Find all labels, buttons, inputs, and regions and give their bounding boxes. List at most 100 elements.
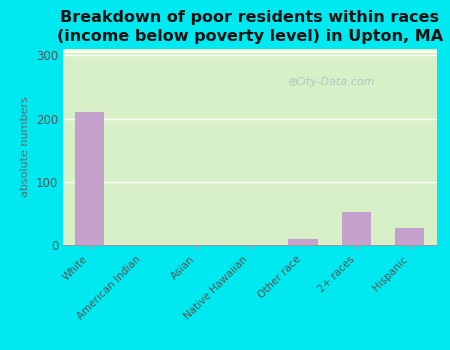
Bar: [63, 49, 436, 51]
Bar: [63, 50, 436, 52]
Bar: [63, 50, 436, 52]
Bar: [63, 50, 436, 52]
Bar: [63, 49, 436, 51]
Bar: [63, 50, 436, 52]
Bar: [288, 239, 318, 245]
Bar: [63, 49, 436, 51]
Bar: [63, 51, 436, 53]
Bar: [63, 49, 436, 51]
Bar: [63, 49, 436, 51]
Bar: [63, 50, 436, 52]
Bar: [63, 49, 436, 51]
Y-axis label: absolute numbers: absolute numbers: [20, 97, 30, 197]
Bar: [63, 50, 436, 52]
Bar: [63, 49, 436, 51]
Bar: [63, 51, 436, 52]
Bar: [63, 50, 436, 52]
Bar: [63, 51, 436, 53]
Bar: [63, 49, 436, 51]
Bar: [63, 51, 436, 53]
Bar: [63, 49, 436, 51]
Bar: [63, 50, 436, 52]
Bar: [63, 50, 436, 52]
Bar: [63, 50, 436, 52]
Bar: [63, 51, 436, 53]
Bar: [63, 50, 436, 52]
Bar: [63, 50, 436, 52]
Bar: [63, 50, 436, 51]
Bar: [63, 50, 436, 51]
Bar: [63, 50, 436, 52]
Bar: [63, 51, 436, 53]
Bar: [63, 50, 436, 52]
Bar: [63, 51, 436, 53]
Text: City-Data.com: City-Data.com: [296, 77, 375, 87]
Bar: [63, 50, 436, 52]
Bar: [63, 51, 436, 52]
Bar: [63, 49, 436, 51]
Bar: [63, 50, 436, 52]
Bar: [63, 50, 436, 52]
Bar: [63, 50, 436, 51]
Bar: [63, 50, 436, 51]
Bar: [63, 50, 436, 52]
Bar: [63, 49, 436, 51]
Bar: [63, 50, 436, 52]
Bar: [63, 50, 436, 52]
Text: ⊕: ⊕: [288, 76, 298, 89]
Bar: [63, 49, 436, 51]
Bar: [75, 112, 104, 245]
Bar: [63, 50, 436, 52]
Bar: [63, 49, 436, 51]
Bar: [63, 50, 436, 52]
Bar: [63, 51, 436, 53]
Bar: [63, 50, 436, 52]
Bar: [63, 49, 436, 51]
Bar: [63, 49, 436, 51]
Bar: [63, 51, 436, 53]
Bar: [395, 228, 424, 245]
Bar: [63, 50, 436, 52]
Bar: [63, 50, 436, 52]
Bar: [63, 51, 436, 52]
Bar: [63, 49, 436, 51]
Bar: [63, 50, 436, 52]
Bar: [63, 50, 436, 52]
Bar: [63, 49, 436, 51]
Bar: [63, 50, 436, 52]
Bar: [63, 49, 436, 51]
Bar: [63, 50, 436, 52]
Bar: [342, 212, 371, 245]
Bar: [63, 51, 436, 52]
Bar: [63, 49, 436, 51]
Bar: [63, 50, 436, 52]
Bar: [63, 50, 436, 52]
Bar: [63, 51, 436, 52]
Bar: [63, 51, 436, 52]
Bar: [63, 49, 436, 51]
Bar: [63, 49, 436, 51]
Bar: [63, 51, 436, 53]
Bar: [63, 50, 436, 52]
Bar: [63, 50, 436, 52]
Bar: [63, 49, 436, 51]
Bar: [63, 50, 436, 52]
Bar: [63, 50, 436, 52]
Bar: [63, 49, 436, 51]
Title: Breakdown of poor residents within races
(income below poverty level) in Upton, : Breakdown of poor residents within races…: [57, 10, 443, 44]
Bar: [63, 50, 436, 52]
Bar: [63, 51, 436, 53]
Bar: [63, 50, 436, 52]
Bar: [63, 50, 436, 52]
Bar: [63, 50, 436, 52]
Bar: [63, 49, 436, 51]
Bar: [63, 50, 436, 52]
Bar: [63, 50, 436, 52]
Bar: [63, 50, 436, 52]
Bar: [63, 51, 436, 53]
Bar: [63, 50, 436, 52]
Bar: [63, 50, 436, 51]
Bar: [63, 50, 436, 51]
Bar: [63, 50, 436, 51]
Bar: [63, 49, 436, 51]
